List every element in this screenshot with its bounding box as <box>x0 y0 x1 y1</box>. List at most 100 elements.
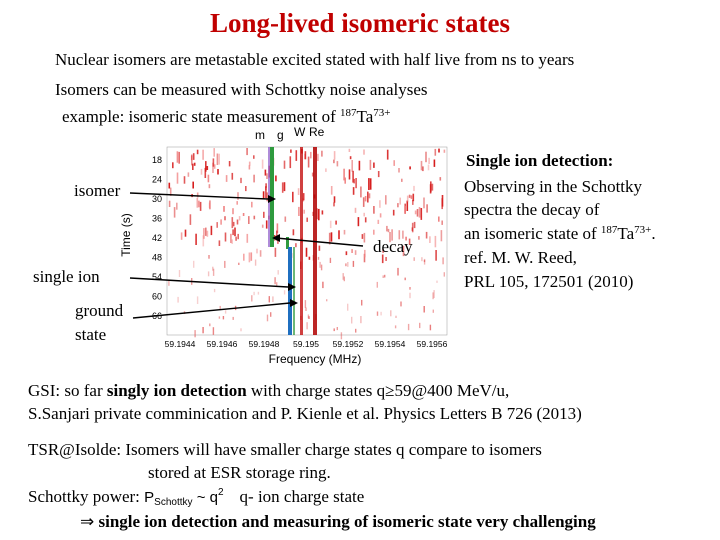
noise-dash <box>420 208 423 220</box>
noise-dash <box>358 160 361 171</box>
side-line-5: PRL 105, 172501 (2010) <box>464 272 634 291</box>
noise-dash <box>223 206 225 212</box>
noise-dash <box>441 220 443 225</box>
noise-dash <box>325 168 327 172</box>
arrow-decay-head <box>272 234 280 242</box>
noise-dash <box>263 211 265 218</box>
noise-dash <box>367 191 369 203</box>
noise-dash <box>394 325 397 329</box>
y-tick-label: 42 <box>152 233 162 243</box>
slide-title: Long-lived isomeric states <box>210 8 510 38</box>
x-tick-label: 59.1952 <box>333 339 364 349</box>
noise-dash <box>200 168 203 175</box>
noise-dash <box>429 184 432 194</box>
noise-dash <box>281 182 284 193</box>
noise-dash <box>333 328 335 332</box>
side-line-4: ref. M. W. Reed, <box>464 248 577 267</box>
tsr-line-3: Schottky power: PSchottky ~ q2 q- ion cha… <box>28 487 364 508</box>
noise-dash <box>354 250 357 255</box>
noise-dash <box>443 272 445 277</box>
noise-dash <box>206 230 209 237</box>
noise-dash <box>253 291 255 296</box>
noise-dash <box>373 206 375 214</box>
noise-dash <box>338 230 340 240</box>
noise-dash <box>390 310 392 317</box>
label-isomer: isomer <box>74 181 121 200</box>
noise-dash <box>434 235 437 248</box>
noise-dash <box>306 217 308 222</box>
noise-dash <box>283 290 286 295</box>
noise-dash <box>248 161 251 166</box>
x-tick-label: 59.1944 <box>165 339 196 349</box>
noise-dash <box>326 299 328 302</box>
noise-dash <box>216 153 219 165</box>
noise-dash <box>238 262 240 265</box>
noise-dash <box>345 251 348 256</box>
noise-dash <box>423 306 425 313</box>
noise-dash <box>235 236 237 241</box>
noise-dash <box>368 193 371 199</box>
noise-dash <box>251 295 253 302</box>
noise-dash <box>199 201 202 211</box>
noise-dash <box>219 305 221 310</box>
noise-dash <box>333 151 336 160</box>
noise-dash <box>330 186 333 195</box>
noise-dash <box>322 281 324 289</box>
label-w: W <box>294 125 306 139</box>
noise-dash <box>232 316 234 320</box>
tsr-line-4-text: single ion detection and measuring of is… <box>94 512 596 531</box>
noise-dash <box>248 165 251 170</box>
noise-dash <box>173 207 176 218</box>
noise-dash <box>418 236 420 240</box>
noise-dash <box>265 186 267 198</box>
noise-dash <box>224 260 226 268</box>
noise-dash <box>392 209 395 216</box>
noise-dash <box>317 153 319 161</box>
label-ground-2: state <box>75 325 107 344</box>
noise-dash <box>434 148 437 156</box>
noise-dash <box>213 164 216 169</box>
noise-dash <box>203 228 205 239</box>
noise-dash <box>176 202 178 210</box>
noise-dash <box>172 162 174 169</box>
noise-dash <box>178 151 180 164</box>
noise-dash <box>208 184 211 189</box>
noise-dash <box>361 234 364 239</box>
noise-dash <box>376 311 379 316</box>
noise-dash <box>265 220 268 229</box>
noise-dash <box>193 260 195 268</box>
noise-dash <box>317 256 320 260</box>
noise-dash <box>266 314 269 322</box>
noise-dash <box>402 230 404 239</box>
side-heading: Single ion detection: <box>466 151 614 170</box>
noise-dash <box>275 175 277 182</box>
label-re: Re <box>309 125 325 139</box>
noise-dash <box>352 170 354 183</box>
noise-dash <box>192 181 194 189</box>
x-tick-label: 59.195 <box>293 339 319 349</box>
noise-dash <box>436 280 438 283</box>
noise-dash <box>276 282 278 287</box>
y-tick-label: 36 <box>152 214 162 224</box>
noise-dash <box>344 177 346 184</box>
noise-dash <box>261 224 264 228</box>
noise-dash <box>348 169 351 180</box>
noise-dash <box>347 262 349 267</box>
noise-dash <box>355 178 357 189</box>
side-line-3-prefix: an isomeric state of <box>464 224 601 243</box>
noise-dash <box>204 167 207 178</box>
noise-dash <box>295 243 297 248</box>
noise-dash <box>336 161 339 167</box>
noise-dash <box>276 223 279 233</box>
noise-dash <box>352 260 355 267</box>
noise-dash <box>256 248 258 254</box>
element-symbol: Ta <box>356 107 374 126</box>
tsr-line-4: ⇒ single ion detection and measuring of … <box>80 512 596 532</box>
ground-trace <box>288 247 292 335</box>
noise-dash <box>298 206 300 216</box>
noise-dash <box>412 193 415 202</box>
gsi-line-1-a: GSI: so far <box>28 381 107 400</box>
noise-dash <box>266 192 268 202</box>
y-tick-label: 24 <box>152 175 162 185</box>
